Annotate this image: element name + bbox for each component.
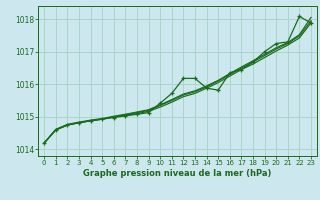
X-axis label: Graphe pression niveau de la mer (hPa): Graphe pression niveau de la mer (hPa) [84,169,272,178]
